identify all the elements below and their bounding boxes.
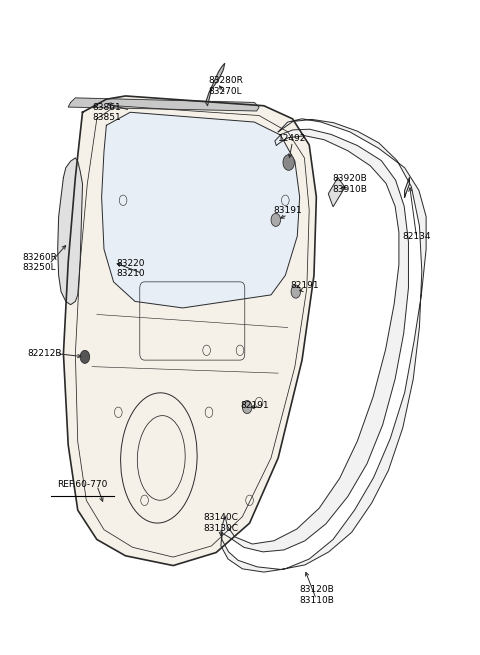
Polygon shape <box>102 112 300 308</box>
Polygon shape <box>68 98 259 111</box>
Text: 83220
83210: 83220 83210 <box>116 259 144 278</box>
Circle shape <box>242 401 252 413</box>
Text: 83280R
83270L: 83280R 83270L <box>208 77 243 96</box>
Text: 82191: 82191 <box>240 402 269 410</box>
Circle shape <box>80 350 90 364</box>
Polygon shape <box>328 178 345 207</box>
Text: 83120B
83110B: 83120B 83110B <box>299 585 334 605</box>
Polygon shape <box>58 158 83 305</box>
Text: 82134: 82134 <box>402 232 431 240</box>
Text: 83140C
83130C: 83140C 83130C <box>204 514 239 533</box>
Text: 83861
83851: 83861 83851 <box>92 103 121 122</box>
Circle shape <box>271 214 281 227</box>
Polygon shape <box>221 119 426 572</box>
Text: 83920B
83910B: 83920B 83910B <box>332 174 367 194</box>
Text: REF.60-770: REF.60-770 <box>57 479 108 489</box>
Polygon shape <box>63 96 316 565</box>
Text: 12492: 12492 <box>278 134 307 143</box>
Text: 83191: 83191 <box>273 206 302 215</box>
Circle shape <box>291 285 300 298</box>
Text: 82191: 82191 <box>290 280 319 290</box>
Polygon shape <box>205 64 225 105</box>
Text: 82212B: 82212B <box>27 349 61 358</box>
Text: 83260R
83250L: 83260R 83250L <box>22 253 57 272</box>
Circle shape <box>283 155 294 170</box>
